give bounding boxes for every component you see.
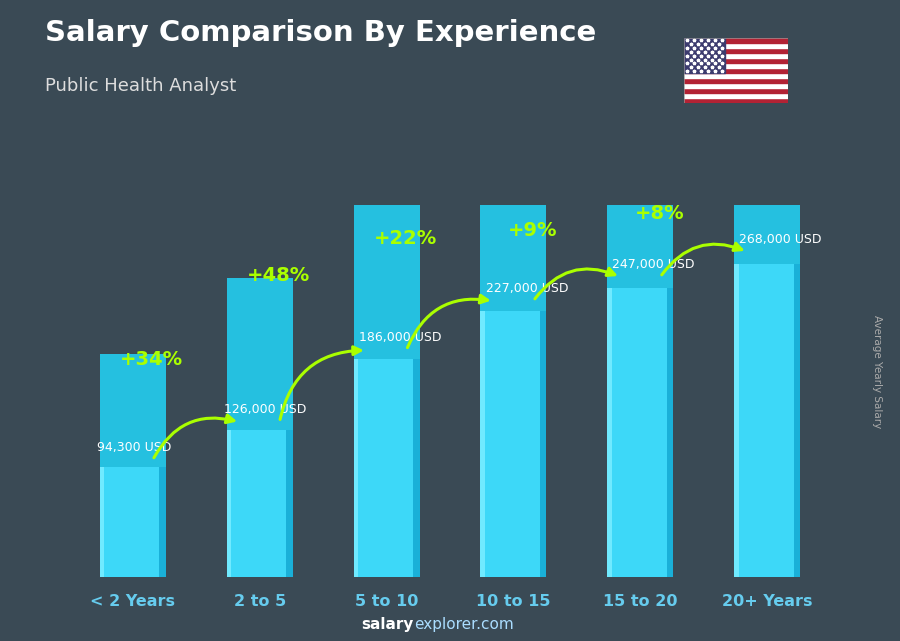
Bar xyxy=(684,68,788,73)
Text: 268,000 USD: 268,000 USD xyxy=(739,233,822,246)
Text: explorer.com: explorer.com xyxy=(414,617,514,633)
Bar xyxy=(684,48,788,53)
Bar xyxy=(794,256,800,577)
Text: 126,000 USD: 126,000 USD xyxy=(224,403,307,416)
Bar xyxy=(684,93,788,97)
Text: +48%: +48% xyxy=(248,267,310,285)
Bar xyxy=(684,38,725,73)
Bar xyxy=(684,97,788,103)
Bar xyxy=(227,426,231,577)
Bar xyxy=(540,304,546,577)
Bar xyxy=(608,281,612,577)
Text: Public Health Analyst: Public Health Analyst xyxy=(45,77,236,95)
Text: 227,000 USD: 227,000 USD xyxy=(485,282,568,295)
Bar xyxy=(684,38,788,44)
Bar xyxy=(481,304,546,577)
Text: +22%: +22% xyxy=(374,229,437,248)
Text: Salary Comparison By Experience: Salary Comparison By Experience xyxy=(45,19,596,47)
Bar xyxy=(734,256,800,577)
Bar xyxy=(684,73,788,78)
Text: +8%: +8% xyxy=(634,204,684,223)
Text: 247,000 USD: 247,000 USD xyxy=(612,258,695,271)
Bar xyxy=(100,464,104,577)
Bar xyxy=(667,281,673,577)
Bar xyxy=(100,354,166,467)
Bar xyxy=(734,0,800,263)
Text: +9%: +9% xyxy=(508,221,557,240)
Bar xyxy=(413,354,419,577)
Bar xyxy=(100,464,166,577)
Bar xyxy=(608,0,673,288)
Bar xyxy=(354,354,358,577)
Bar xyxy=(684,63,788,68)
Bar xyxy=(684,58,788,63)
Bar xyxy=(684,53,788,58)
Bar xyxy=(608,281,673,577)
Text: salary: salary xyxy=(362,617,414,633)
Bar xyxy=(159,464,166,577)
Bar xyxy=(684,83,788,88)
Text: +34%: +34% xyxy=(121,351,184,369)
Bar xyxy=(227,278,292,429)
Bar xyxy=(684,78,788,83)
Bar xyxy=(227,426,292,577)
Text: Average Yearly Salary: Average Yearly Salary xyxy=(872,315,883,428)
Text: 94,300 USD: 94,300 USD xyxy=(97,441,172,454)
Bar xyxy=(481,304,485,577)
Bar xyxy=(286,426,292,577)
Bar xyxy=(684,88,788,93)
Bar xyxy=(354,137,419,360)
Bar xyxy=(481,39,546,312)
Text: 186,000 USD: 186,000 USD xyxy=(358,331,441,344)
Bar xyxy=(734,256,739,577)
Bar xyxy=(684,44,788,48)
Bar xyxy=(354,354,419,577)
